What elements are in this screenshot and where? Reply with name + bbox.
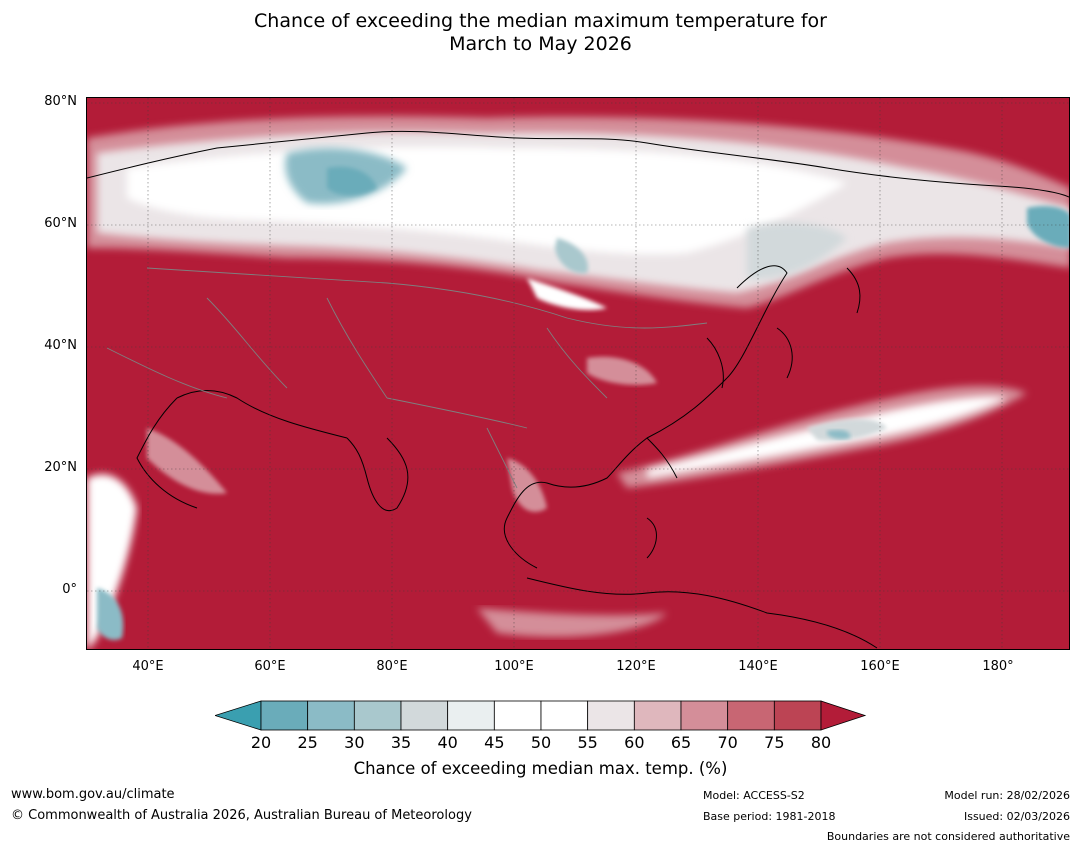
colorbar-tick-label: 80 [810, 733, 832, 752]
colorbar-segment [400, 700, 449, 731]
east-china-anomaly-region [587, 356, 657, 385]
colorbar-segment [727, 700, 775, 731]
colorbar-tick-label: 60 [624, 733, 645, 752]
colorbar-tick-label: 25 [297, 733, 318, 752]
colorbar-tick-label: 55 [577, 733, 598, 752]
siberia-anomaly-region [87, 116, 1069, 310]
lon-label-160e: 160°E [860, 659, 900, 674]
indian-ocean-anomaly-region [477, 608, 667, 637]
lat-label-60n: 60°N [44, 216, 77, 231]
colorbar-tick-label: 70 [717, 733, 738, 752]
colorbar-segment [260, 700, 309, 731]
colorbar-tick-label: 20 [250, 733, 272, 752]
colorbar-tick-label: 35 [390, 733, 412, 752]
lon-label-180: 180° [982, 659, 1014, 674]
map-canvas [87, 98, 1069, 649]
colorbar-segment [493, 700, 542, 731]
footer-disclaimer: Boundaries are not considered authoritat… [826, 830, 1070, 843]
lon-label-80e: 80°E [376, 659, 408, 674]
lat-label-0: 0° [62, 582, 77, 597]
footer-copyright: © Commonwealth of Australia 2026, Austra… [11, 808, 472, 823]
lat-label-40n: 40°N [44, 338, 77, 353]
colorbar-extend-high [820, 700, 867, 731]
lat-label-20n: 20°N [44, 460, 77, 475]
colorbar-label: Chance of exceeding median max. temp. (%… [353, 759, 728, 778]
colorbar-segment [353, 700, 402, 731]
colorbar-segment [773, 700, 822, 731]
lon-label-100e: 100°E [494, 659, 534, 674]
colorbar-tick-label: 65 [670, 733, 692, 752]
indochina-anomaly-region [507, 458, 547, 512]
colorbar-segments [215, 700, 867, 731]
colorbar-segment [540, 700, 589, 731]
colorbar-segment [447, 700, 495, 731]
colorbar-tick-label: 50 [530, 733, 552, 752]
colorbar-extend-low [215, 700, 262, 731]
title-line-2: March to May 2026 [449, 33, 632, 55]
colorbar-segment [680, 700, 729, 731]
colorbar-segment [587, 700, 635, 731]
coastlines [87, 130, 1069, 649]
graticule [87, 98, 1069, 649]
colorbar-segment [633, 700, 682, 731]
colorbar-tick-label: 75 [764, 733, 785, 752]
country-borders [106, 267, 708, 489]
footer-model: Model: ACCESS-S2 [703, 789, 805, 802]
colorbar-tick-label: 30 [344, 733, 365, 752]
footer-base-period: Base period: 1981-2018 [703, 810, 836, 823]
footer-issued: Issued: 02/03/2026 [963, 810, 1070, 823]
colorbar-segment [307, 700, 355, 731]
lat-label-80n: 80°N [44, 94, 77, 109]
lon-label-140e: 140°E [738, 659, 778, 674]
colorbar-tick-label: 40 [437, 733, 458, 752]
lon-label-120e: 120°E [616, 659, 656, 674]
colorbar-tick-label: 45 [484, 733, 505, 752]
footer-model-run: Model run: 28/02/2026 [944, 789, 1070, 802]
title-line-1: Chance of exceeding the median maximum t… [254, 10, 827, 32]
map-title: Chance of exceeding the median maximum t… [0, 10, 1081, 56]
lon-label-60e: 60°E [254, 659, 286, 674]
pacific-anomaly-region [617, 385, 1027, 488]
colorbar [215, 700, 867, 731]
forecast-map [86, 97, 1070, 650]
footer-url[interactable]: www.bom.gov.au/climate [11, 787, 175, 802]
lon-label-40e: 40°E [132, 659, 164, 674]
africa-anomaly-region [87, 428, 227, 649]
